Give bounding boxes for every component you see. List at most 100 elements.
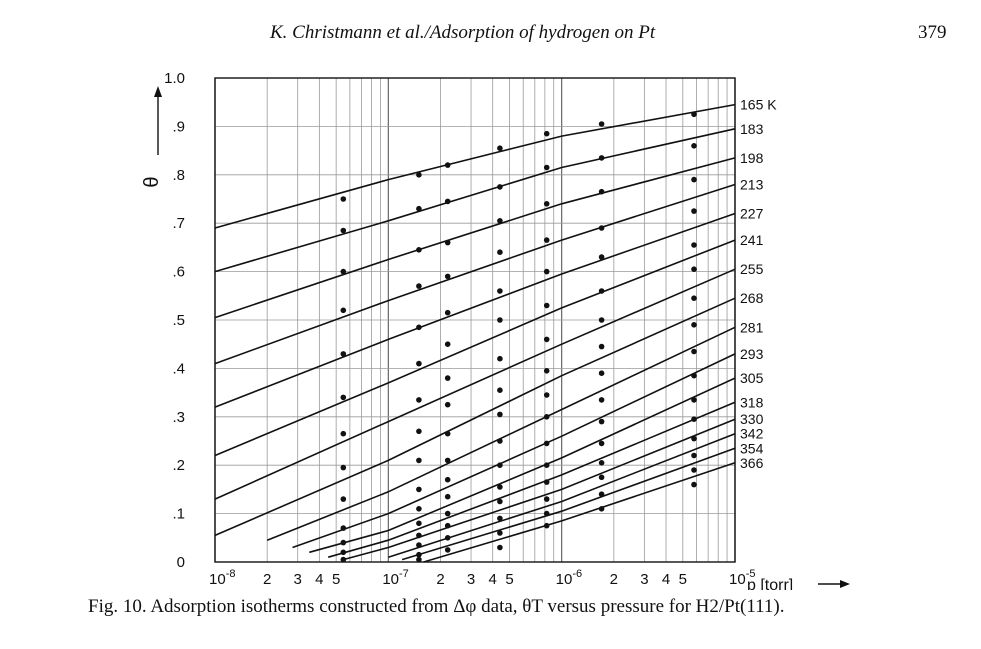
page-header: K. Christmann et al./Adsorption of hydro… (0, 22, 981, 52)
data-point (598, 460, 605, 466)
y-tick-label: 0 (177, 554, 185, 571)
data-point (444, 493, 451, 500)
y-tick-label: .2 (172, 457, 185, 474)
series-label: 213 (740, 177, 764, 193)
data-point (340, 394, 347, 401)
y-tick-label: .1 (172, 506, 185, 523)
y-tick-label: .5 (172, 312, 185, 329)
data-point (543, 440, 550, 447)
data-point (416, 542, 422, 548)
isotherm-curve (214, 239, 736, 457)
data-point (444, 476, 451, 483)
x-axis-arrowhead (840, 580, 850, 588)
data-point (444, 522, 451, 529)
data-point (598, 418, 605, 425)
data-point (691, 322, 697, 328)
data-point (543, 522, 550, 529)
series-label: 318 (740, 394, 764, 410)
y-axis-title: θ (141, 176, 163, 187)
series-label: 183 (740, 121, 764, 137)
data-point (444, 309, 451, 316)
data-point (444, 162, 451, 168)
data-point (598, 343, 605, 350)
data-point (340, 549, 347, 556)
data-point (598, 370, 605, 377)
data-point (444, 375, 451, 381)
isotherm-curve (327, 401, 736, 558)
caption-label: Fig. 10. (88, 596, 147, 617)
data-point (416, 532, 422, 539)
data-point (598, 440, 605, 447)
isotherm-curve (214, 268, 736, 500)
data-point (340, 196, 347, 202)
data-point (598, 317, 605, 323)
axis-titles: θ p [torr] (141, 86, 850, 590)
x-tick-label: 2 (436, 571, 444, 588)
data-point (543, 462, 550, 469)
data-point (497, 184, 503, 190)
data-point (444, 401, 451, 408)
y-tick-label: .8 (172, 167, 185, 184)
series-label: 281 (740, 319, 764, 335)
data-point (691, 452, 697, 459)
data-point (598, 155, 605, 161)
data-point (598, 397, 605, 403)
data-point (543, 368, 550, 374)
data-point (416, 283, 422, 289)
data-point (416, 520, 422, 527)
series-label: 342 (740, 426, 764, 442)
data-point (444, 510, 451, 517)
data-point (691, 176, 697, 183)
data-point (444, 430, 451, 437)
data-point (543, 237, 550, 243)
page-number: 379 (918, 22, 947, 43)
data-point (691, 143, 697, 149)
data-point (340, 556, 347, 563)
series-label: 293 (740, 346, 764, 362)
data-point (340, 464, 347, 471)
y-axis-arrowhead (154, 86, 162, 97)
y-tick-label: .4 (172, 360, 185, 377)
data-point (416, 506, 422, 512)
isotherm-curve (309, 377, 736, 554)
data-point (497, 438, 503, 444)
data-point (497, 515, 503, 522)
x-tick-label: 4 (315, 571, 323, 588)
y-tick-label: .6 (172, 264, 185, 281)
x-axis-title: p [torr] (747, 577, 793, 590)
data-point (691, 467, 697, 473)
x-tick-exponent: -6 (572, 568, 582, 580)
data-point (543, 510, 550, 517)
data-point (598, 288, 605, 294)
data-point (497, 387, 503, 394)
isotherm-curve (214, 297, 736, 537)
isotherm-curves (214, 103, 736, 563)
data-point (691, 295, 697, 302)
caption-text: Adsorption isotherms constructed from Δφ… (150, 596, 785, 617)
data-point (497, 462, 503, 469)
data-point (340, 525, 347, 531)
data-point (444, 239, 451, 246)
x-tick-label: 2 (610, 571, 618, 588)
data-point (444, 273, 451, 280)
isotherm-curve (214, 212, 736, 408)
x-tick-label: 2 (263, 571, 271, 588)
data-point (543, 201, 550, 207)
x-tick-label: 10-7 (382, 568, 408, 588)
x-tick-label: 5 (332, 571, 340, 588)
data-point (691, 266, 697, 273)
data-point (543, 496, 550, 502)
data-point (416, 486, 422, 493)
x-tick-exponent: -5 (746, 568, 756, 580)
y-tick-label: .7 (172, 215, 185, 232)
data-point (691, 111, 697, 118)
x-tick-label: 10-6 (556, 568, 582, 588)
data-point (543, 130, 550, 137)
data-point (340, 496, 347, 502)
series-label: 255 (740, 261, 764, 277)
data-point (598, 474, 605, 481)
series-labels: 165 K 183 198 213 227 241 255 268 281 293 305 31833… (740, 97, 777, 471)
data-point (598, 121, 605, 127)
data-point (416, 172, 422, 178)
data-point (497, 498, 503, 505)
